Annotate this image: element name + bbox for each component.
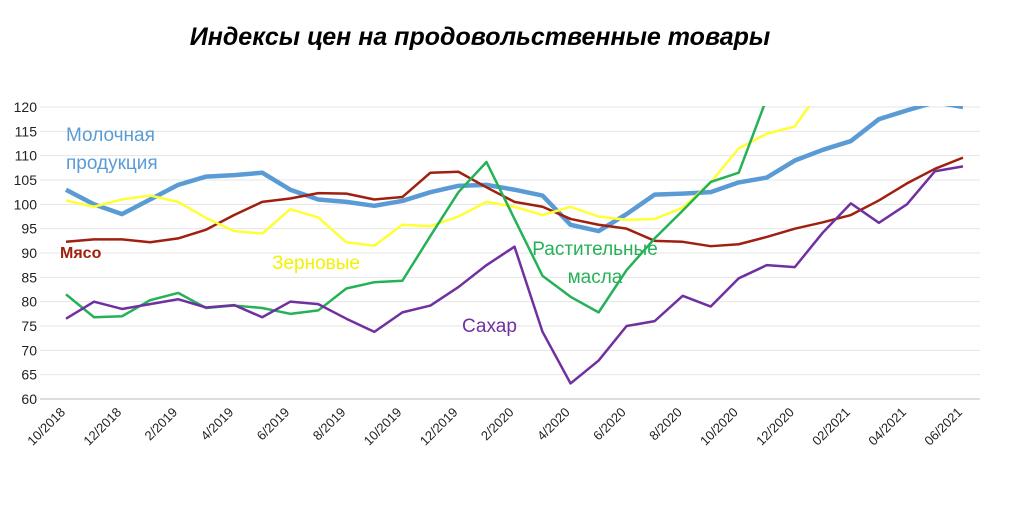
x-tick-label: 10/2018 [24,405,68,449]
y-tick-label: 115 [15,123,38,139]
x-tick-label: 6/2020 [590,405,629,444]
series-line [64,106,964,234]
x-tick-label: 2/2020 [478,405,517,444]
y-tick-label: 100 [14,196,38,212]
label-sugar: Сахар [462,316,517,337]
x-tick-label: 02/2021 [809,405,853,449]
x-tick-label: 12/2020 [753,405,797,449]
x-tick-label: 10/2019 [361,405,405,449]
x-tick-label: 8/2019 [310,405,349,444]
x-tick-label: 2/2019 [142,405,181,444]
x-tick-label: 06/2021 [921,405,965,449]
label-meat: Мясо [60,245,102,262]
y-tick-label: 95 [21,221,37,237]
x-tick-label: 6/2019 [254,405,293,444]
chart-title: Индексы цен на продовольственные товары [190,23,770,51]
y-tick-label: 80 [21,294,37,310]
y-tick-label: 110 [15,148,38,164]
label-dairy: Молочная продукция [66,125,158,174]
y-tick-label: 75 [21,318,37,334]
y-tick-label: 65 [21,367,37,383]
x-tick-label: 10/2020 [697,405,741,449]
x-tick-label: 12/2019 [417,405,461,449]
y-tick-label: 85 [21,269,37,285]
series-line [65,106,811,247]
y-tick-label: 60 [21,391,37,407]
series-line [65,156,964,248]
x-tick-label: 12/2018 [80,405,124,449]
series-line [65,165,964,385]
y-tick-label: 90 [21,245,37,261]
x-tick-label: 4/2020 [534,405,573,444]
y-tick-label: 105 [14,172,38,188]
label-cereals: Зерновые [272,253,360,274]
y-tick-label: 120 [14,99,38,115]
x-tick-label: 04/2021 [865,405,909,449]
y-tick-label: 70 [21,342,37,358]
label-oils: Растительные масла [532,239,658,288]
x-tick-label: 4/2019 [198,405,237,444]
x-tick-label: 8/2020 [646,405,685,444]
